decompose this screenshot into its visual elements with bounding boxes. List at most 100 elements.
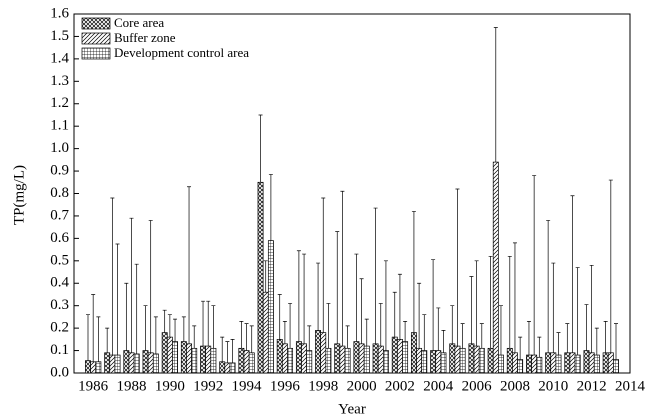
bar bbox=[498, 354, 504, 374]
error-bar bbox=[206, 300, 211, 347]
y-tick-label: 0.8 bbox=[50, 185, 69, 201]
bar bbox=[588, 352, 595, 374]
error-bar bbox=[469, 276, 474, 344]
error-bar bbox=[316, 262, 321, 331]
error-bar bbox=[335, 231, 340, 344]
error-bar bbox=[239, 321, 244, 349]
bar bbox=[536, 356, 543, 374]
bar bbox=[166, 336, 173, 374]
plot-frame bbox=[73, 13, 631, 374]
error-bar bbox=[282, 321, 287, 344]
error-bar bbox=[546, 220, 551, 353]
bar bbox=[90, 361, 97, 374]
bar bbox=[114, 354, 121, 374]
bar bbox=[526, 354, 532, 374]
y-axis-label: TP(mg/L) bbox=[11, 165, 27, 225]
bar bbox=[133, 353, 140, 374]
y-tick-label: 1.6 bbox=[50, 5, 69, 21]
y-tick-label: 0.6 bbox=[50, 230, 69, 246]
bar bbox=[583, 350, 590, 374]
bar bbox=[372, 343, 379, 374]
error-bar bbox=[181, 316, 186, 342]
y-tick-label: 0.5 bbox=[50, 252, 69, 268]
bar bbox=[238, 347, 245, 374]
legend-label: Development control area bbox=[114, 45, 249, 60]
bar bbox=[402, 341, 409, 374]
legend-swatch bbox=[81, 47, 111, 60]
error-bar bbox=[556, 332, 561, 356]
error-bar bbox=[551, 262, 556, 353]
bar bbox=[161, 332, 168, 374]
error-bar bbox=[450, 305, 455, 344]
bar bbox=[574, 354, 581, 374]
bar bbox=[306, 350, 313, 374]
error-bar bbox=[277, 294, 282, 340]
x-tick-label: 1996 bbox=[270, 378, 301, 394]
error-bar bbox=[91, 294, 96, 362]
bar bbox=[550, 352, 557, 374]
error-bar bbox=[173, 318, 178, 342]
bar bbox=[205, 345, 212, 374]
bar bbox=[267, 240, 274, 374]
error-bar bbox=[340, 190, 345, 347]
x-tick-label: 1992 bbox=[193, 378, 223, 394]
error-bar bbox=[512, 242, 517, 353]
bar bbox=[607, 352, 614, 374]
bar bbox=[358, 343, 365, 374]
bar bbox=[449, 343, 456, 374]
x-tick-label: 2002 bbox=[385, 378, 415, 394]
error-bar bbox=[537, 336, 542, 358]
error-bar bbox=[230, 338, 235, 363]
error-bar bbox=[105, 327, 110, 353]
bar bbox=[301, 343, 308, 374]
bar bbox=[276, 338, 283, 374]
error-bar bbox=[392, 291, 397, 338]
y-tick-label: 1.0 bbox=[50, 140, 69, 156]
error-bar bbox=[474, 260, 479, 347]
error-bar bbox=[460, 323, 465, 349]
error-bar bbox=[378, 303, 383, 347]
error-bar bbox=[422, 314, 427, 351]
error-bar bbox=[124, 282, 129, 351]
error-bar bbox=[115, 243, 120, 356]
error-bar bbox=[244, 323, 249, 351]
error-bar bbox=[488, 255, 493, 349]
bar bbox=[257, 181, 264, 374]
bar bbox=[454, 345, 461, 374]
error-bar bbox=[589, 264, 594, 353]
error-bar bbox=[129, 217, 134, 353]
bar bbox=[382, 350, 389, 374]
error-bar bbox=[518, 336, 523, 360]
legend-swatch bbox=[81, 32, 111, 45]
error-bar bbox=[436, 307, 441, 351]
bar bbox=[468, 343, 475, 374]
x-tick-label: 2006 bbox=[462, 378, 493, 394]
error-bar bbox=[498, 305, 503, 356]
error-bar bbox=[326, 303, 331, 349]
bar bbox=[85, 360, 91, 374]
bar bbox=[512, 352, 518, 374]
bar bbox=[344, 347, 351, 374]
error-bar bbox=[507, 255, 512, 349]
bar bbox=[281, 343, 288, 374]
error-bar bbox=[187, 186, 192, 344]
error-bar bbox=[565, 323, 570, 353]
bar bbox=[421, 350, 428, 374]
y-tick-label: 0.1 bbox=[50, 342, 69, 358]
y-tick-label: 0.3 bbox=[50, 297, 69, 313]
x-tick-label: 1988 bbox=[117, 378, 147, 394]
error-bar bbox=[263, 260, 268, 293]
bar bbox=[602, 352, 609, 374]
error-bar bbox=[148, 220, 153, 353]
error-bar bbox=[493, 27, 498, 163]
bar bbox=[430, 350, 437, 374]
bar bbox=[320, 332, 327, 374]
y-tick-label: 0.2 bbox=[50, 320, 69, 336]
error-bar bbox=[220, 336, 225, 362]
bar bbox=[391, 336, 398, 374]
bar bbox=[492, 161, 499, 374]
x-tick-label: 2010 bbox=[538, 378, 568, 394]
error-bar bbox=[575, 267, 580, 356]
error-bar bbox=[383, 260, 388, 351]
